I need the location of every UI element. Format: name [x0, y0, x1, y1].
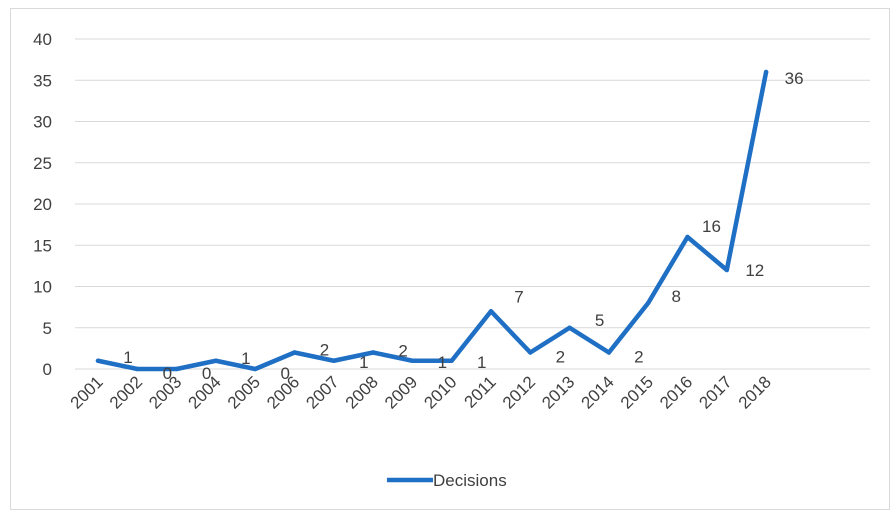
data-label: 2 [634, 348, 643, 367]
data-label: 12 [745, 261, 764, 280]
series-layer [95, 69, 769, 372]
y-tick-label: 10 [33, 278, 52, 297]
data-label: 5 [595, 311, 604, 330]
legend-label-decisions: Decisions [433, 471, 507, 490]
data-label: 1 [241, 349, 250, 368]
data-point [135, 366, 140, 372]
gridlines [75, 38, 870, 370]
data-label: 0 [163, 364, 172, 383]
data-point [331, 358, 336, 363]
data-label: 0 [280, 364, 289, 383]
data-point [567, 325, 572, 330]
x-tick-label: 2010 [420, 372, 460, 412]
data-label: 7 [514, 287, 523, 306]
data-point [292, 350, 297, 355]
x-tick-label: 2011 [461, 372, 500, 411]
data-point [213, 358, 219, 363]
data-label: 2 [398, 342, 407, 361]
data-point [449, 358, 454, 363]
y-tick-label: 5 [43, 319, 52, 338]
data-point [95, 358, 101, 363]
y-axis-tick-labels: 0 5 10 15 20 25 30 35 40 [33, 30, 52, 379]
y-tick-label: 35 [33, 71, 52, 90]
data-point [370, 350, 376, 355]
x-tick-label: 2018 [735, 372, 775, 412]
data-point [410, 358, 415, 363]
legend: Decisions [387, 471, 507, 490]
series-line-decisions [95, 69, 769, 372]
x-tick-label: 2009 [381, 372, 421, 412]
x-axis-tick-labels: 2001 2002 2003 2004 2005 2006 2007 2008 2009 2010… [67, 372, 775, 412]
data-point [763, 69, 769, 75]
x-tick-label: 2017 [695, 372, 735, 412]
x-tick-label: 2015 [617, 372, 657, 412]
x-tick-label: 2014 [578, 372, 618, 412]
y-tick-label: 0 [43, 360, 52, 379]
data-label: 8 [671, 287, 680, 306]
x-tick-label: 2002 [106, 372, 146, 412]
data-label: 2 [320, 341, 329, 360]
data-label: 1 [123, 348, 132, 367]
x-tick-label: 2012 [499, 372, 539, 412]
x-tick-label: 2005 [224, 372, 264, 412]
data-point [606, 350, 612, 355]
chart-frame [10, 8, 890, 510]
y-tick-label: 25 [33, 154, 52, 173]
x-tick-label: 2016 [656, 372, 696, 412]
data-point [174, 366, 179, 372]
x-tick-label: 2007 [302, 372, 342, 412]
data-label: 36 [785, 69, 804, 88]
y-tick-label: 40 [33, 30, 52, 49]
data-label: 1 [477, 353, 486, 372]
data-point [253, 366, 258, 372]
data-point [724, 267, 729, 273]
x-tick-label: 2013 [538, 372, 578, 412]
y-tick-label: 20 [33, 195, 52, 214]
data-label: 0 [202, 364, 211, 383]
y-tick-label: 15 [33, 236, 52, 255]
data-label: 1 [438, 353, 447, 372]
data-point [646, 300, 651, 306]
data-point [685, 234, 690, 240]
data-label: 1 [359, 353, 368, 372]
y-tick-label: 30 [33, 113, 52, 132]
data-point [488, 309, 494, 314]
x-tick-label: 2001 [67, 372, 107, 412]
data-point [528, 350, 533, 355]
data-label: 16 [702, 217, 721, 236]
data-label: 2 [556, 348, 565, 367]
x-tick-label: 2008 [342, 372, 382, 412]
